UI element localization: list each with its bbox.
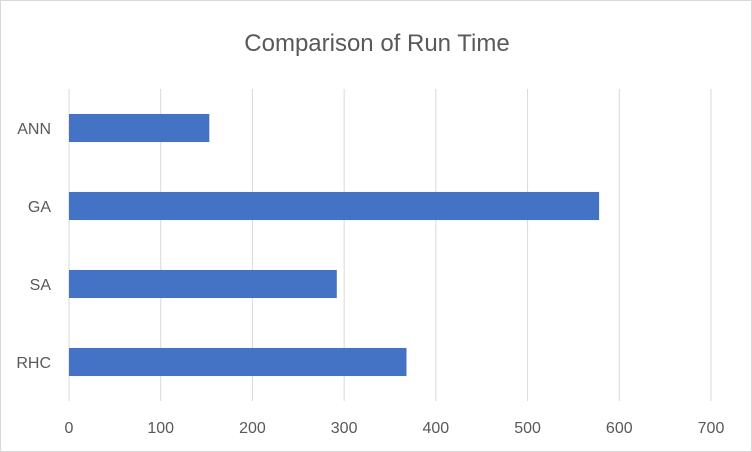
x-tick-label-0: 0 [65, 420, 74, 437]
x-tick-label-700: 700 [698, 420, 725, 437]
x-tick-labels: 0 100 200 300 400 500 600 700 [65, 420, 725, 437]
category-label-sa: SA [30, 277, 52, 294]
bar-rhc [69, 347, 407, 377]
category-label-ann: ANN [17, 121, 51, 138]
bar-sa [69, 269, 337, 299]
x-tick-label-300: 300 [331, 420, 358, 437]
bar-ga [69, 191, 600, 221]
x-tick-label-500: 500 [514, 420, 541, 437]
category-labels: ANN GA SA RHC [16, 121, 51, 372]
bar-ann [69, 113, 210, 143]
category-label-rhc: RHC [16, 355, 51, 372]
x-tick-label-600: 600 [606, 420, 633, 437]
category-label-ga: GA [28, 199, 51, 216]
x-tick-label-400: 400 [423, 420, 450, 437]
chart-title: Comparison of Run Time [244, 30, 509, 57]
bars [69, 113, 600, 377]
x-tick-label-100: 100 [147, 420, 174, 437]
x-tick-label-200: 200 [239, 420, 266, 437]
